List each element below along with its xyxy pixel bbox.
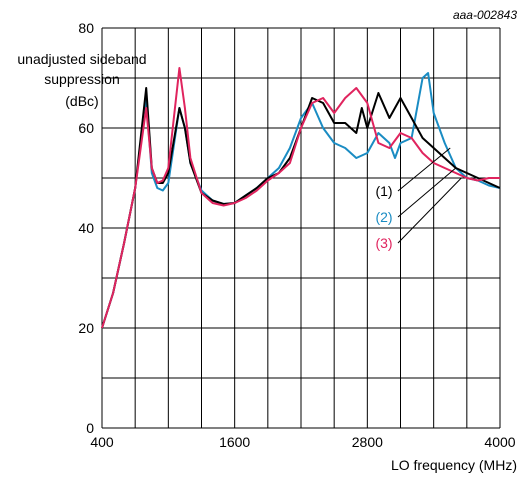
x-tick-labels: 400 1600 2800 4000 xyxy=(90,434,515,450)
x-tick-label: 2800 xyxy=(352,434,383,450)
y-axis-label-line-1: unadjusted sideband xyxy=(17,51,146,67)
series-lines xyxy=(101,67,501,329)
y-tick-label: 40 xyxy=(78,220,94,236)
x-tick-label: 400 xyxy=(90,434,114,450)
series-line-1 xyxy=(101,87,501,329)
series-line-2 xyxy=(101,72,501,329)
y-tick-label: 80 xyxy=(78,20,94,36)
y-tick-label: 60 xyxy=(78,120,94,136)
series-annotation-leader xyxy=(397,177,462,244)
series-annotation-label: (3) xyxy=(375,235,392,251)
series-annotation-leader xyxy=(397,167,457,218)
reference-code: aaa-002843 xyxy=(453,8,517,22)
y-axis-label-line-3: (dBc) xyxy=(65,93,98,109)
y-tick-labels: 0 20 40 60 80 xyxy=(78,20,94,436)
series-annotation-leader xyxy=(397,147,451,192)
series-annotations: (1) (2) (3) xyxy=(375,147,462,251)
x-tick-label: 1600 xyxy=(219,434,250,450)
series-annotation-label: (1) xyxy=(375,183,392,199)
y-tick-label: 20 xyxy=(78,320,94,336)
y-tick-label: 0 xyxy=(86,420,94,436)
x-tick-label: 4000 xyxy=(484,434,515,450)
series-line-3 xyxy=(101,67,500,329)
y-axis-label-line-2: suppression xyxy=(44,71,120,87)
grid xyxy=(101,27,501,429)
series-annotation-label: (2) xyxy=(375,209,392,225)
x-axis-label: LO frequency (MHz) xyxy=(391,457,517,473)
